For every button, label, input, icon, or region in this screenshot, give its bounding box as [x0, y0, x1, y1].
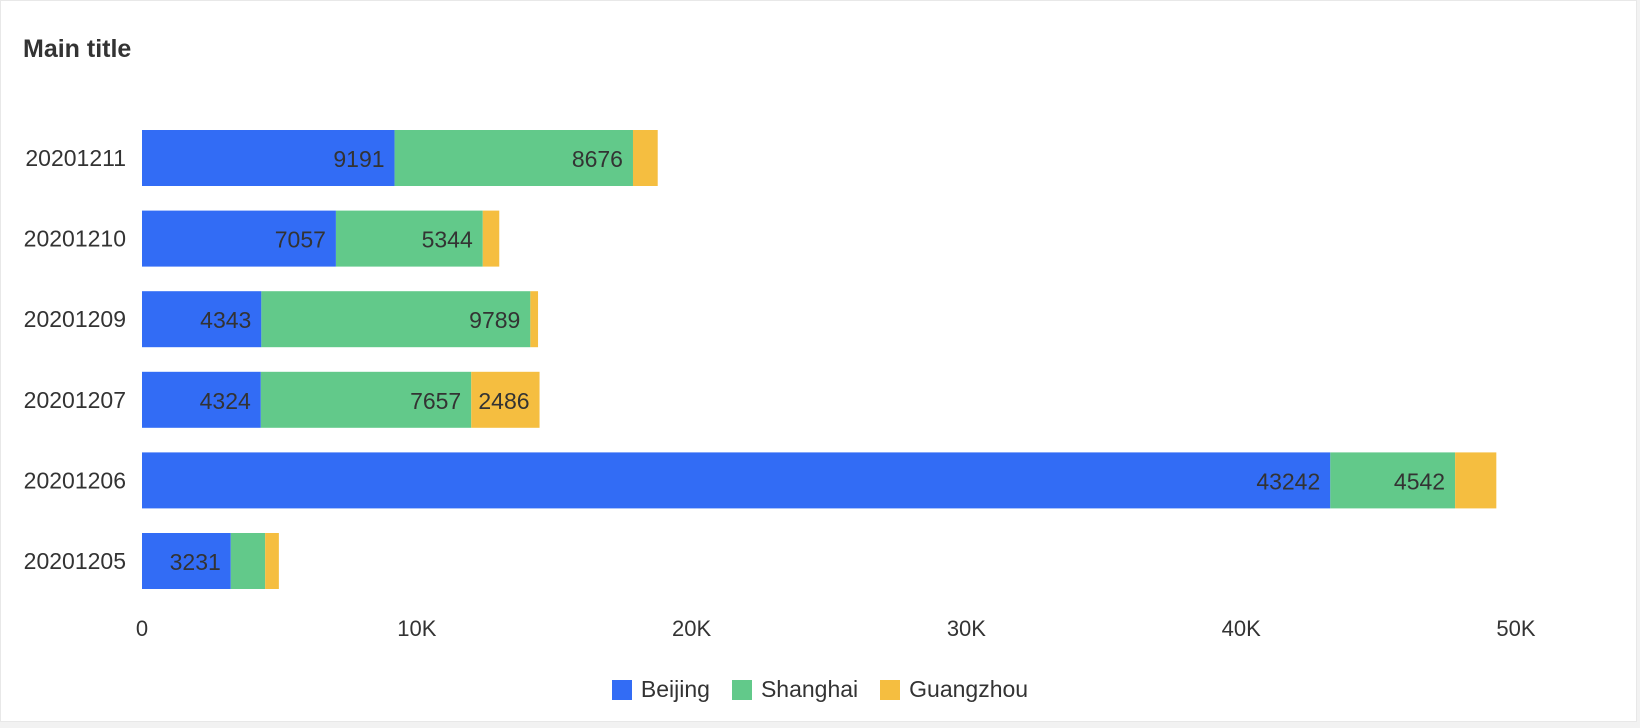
- bar-segment-shanghai[interactable]: [394, 130, 633, 186]
- bar-segment-shanghai[interactable]: [261, 291, 531, 348]
- bar-segment-guangzhou[interactable]: [1455, 452, 1497, 509]
- bar-segment-beijing[interactable]: [142, 291, 262, 348]
- x-tick-label: 40K: [1222, 616, 1261, 641]
- category-label: 20201205: [24, 548, 126, 574]
- data-label: 43242: [1256, 468, 1320, 494]
- bar-segment-beijing[interactable]: [142, 452, 1331, 509]
- bars-layer: 9191 8676 7057 5344 4343 9789 4324 7657 2486 4324…: [142, 130, 1497, 589]
- x-tick-label: 0: [136, 616, 148, 641]
- data-label: 9191: [333, 146, 384, 172]
- legend-swatch: [880, 679, 901, 700]
- category-label: 20201209: [24, 306, 126, 332]
- category-axis-labels: 20201211 20201210 20201209 20201207 20201206…: [24, 145, 126, 574]
- category-label: 20201211: [25, 145, 126, 171]
- bar-segment-guangzhou[interactable]: [471, 371, 540, 428]
- data-label: 2486: [478, 388, 529, 414]
- bar-segment-shanghai[interactable]: [230, 533, 266, 589]
- bar-segment-beijing[interactable]: [142, 371, 261, 428]
- legend-swatch: [731, 679, 752, 700]
- data-label: 4324: [200, 388, 251, 414]
- bar-segment-shanghai[interactable]: [1330, 452, 1456, 509]
- bar-segment-beijing[interactable]: [142, 533, 231, 589]
- legend-label: Guangzhou: [909, 676, 1029, 702]
- data-label: 9789: [469, 307, 520, 333]
- x-tick-label: 50K: [1496, 616, 1535, 641]
- data-label: 7057: [275, 227, 326, 253]
- data-label: 7657: [410, 388, 461, 414]
- bar-segment-guangzhou[interactable]: [530, 291, 539, 348]
- data-label: 5344: [422, 227, 473, 253]
- x-tick-label: 30K: [947, 616, 986, 641]
- bar-segment-shanghai[interactable]: [335, 210, 483, 267]
- category-label: 20201210: [24, 226, 126, 252]
- value-axis-labels: 0 10K 20K 30K 40K 50K: [136, 616, 1536, 641]
- data-label: 4343: [200, 307, 251, 333]
- bar-segment-beijing[interactable]: [142, 210, 336, 267]
- bar-segment-guangzhou[interactable]: [265, 533, 279, 589]
- legend-label: Beijing: [640, 676, 710, 702]
- category-label: 20201207: [24, 387, 126, 413]
- legend: Beijing Shanghai Guangzhou: [0, 676, 1640, 703]
- data-label: 4542: [1394, 468, 1445, 494]
- legend-swatch: [611, 679, 632, 700]
- chart-title: Main title: [23, 35, 132, 63]
- bar-segment-beijing[interactable]: [142, 130, 395, 186]
- data-label: 8676: [572, 146, 623, 172]
- x-tick-label: 20K: [672, 616, 711, 641]
- category-label: 20201206: [24, 467, 126, 493]
- data-label: 3231: [170, 549, 221, 575]
- bar-segment-shanghai[interactable]: [260, 371, 472, 428]
- bar-segment-guangzhou[interactable]: [482, 210, 500, 267]
- bar-segment-guangzhou[interactable]: [632, 130, 658, 186]
- legend-item-shanghai[interactable]: Shanghai: [731, 676, 859, 703]
- x-tick-label: 10K: [397, 616, 436, 641]
- legend-item-beijing[interactable]: Beijing: [611, 676, 710, 703]
- legend-item-guangzhou[interactable]: Guangzhou: [880, 676, 1028, 703]
- legend-label: Shanghai: [760, 676, 859, 702]
